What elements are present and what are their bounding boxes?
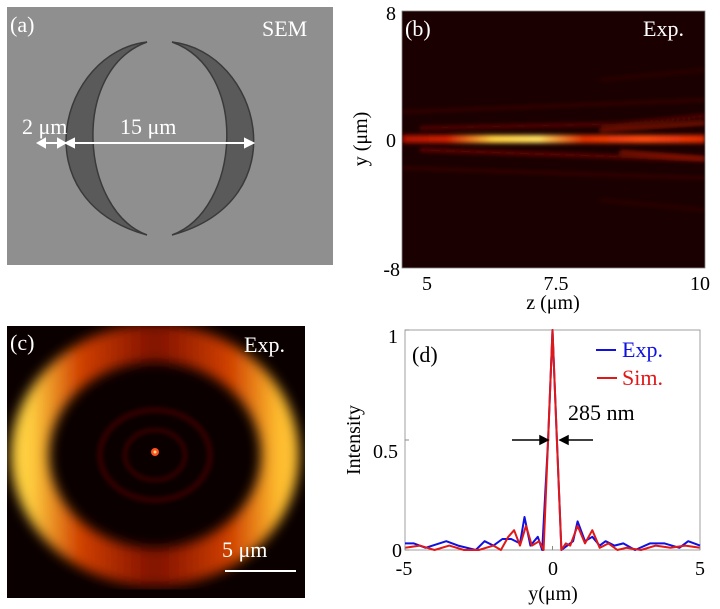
right-crescent (171, 41, 255, 236)
panel-a-label: (a) (10, 12, 34, 37)
legend-label-exp: Exp. (622, 337, 663, 362)
panel-d-label: (d) (412, 342, 438, 367)
x-tick-label: -5 (396, 558, 413, 580)
x-tick-label: 0 (548, 558, 558, 580)
fwhm-annotation: 285 nm (568, 400, 635, 425)
y-axis-label: y (μm) (350, 112, 372, 167)
panel-d-chart: (d) Exp. Sim. 285 nm 1 0.5 0 -5 0 5 y(μm… (343, 326, 705, 605)
y-tick-label: -8 (383, 259, 400, 281)
panel-b-heatmap: (b) Exp. 8 0 -8 5 7.5 10 z (μm) y (μm) (350, 3, 710, 314)
panel-a-sem-image: (a) SEM 2 μm 15 μm (7, 7, 333, 265)
y-tick-label: 8 (386, 3, 396, 25)
x-tick-label: 7.5 (544, 273, 569, 295)
dimension-arrows (35, 137, 256, 149)
x-axis-label: z (μm) (526, 292, 579, 314)
series-line-sim (404, 329, 701, 551)
panel-c-image: (c) Exp. 5 μm (7, 326, 305, 598)
x-tick-label: 10 (690, 273, 710, 295)
y-tick-label: 0 (386, 130, 396, 152)
y-axis-label: Intensity (343, 405, 365, 475)
x-tick-label: 5 (422, 273, 432, 295)
fwhm-arrows (512, 434, 593, 446)
plot-area (404, 329, 701, 551)
left-crescent (65, 41, 148, 236)
legend-label-sim: Sim. (622, 365, 663, 390)
x-axis-label: y(μm) (528, 583, 578, 605)
panel-a-tag: SEM (262, 16, 307, 41)
dim-small-label: 2 μm (22, 114, 67, 139)
scale-bar-label: 5 μm (222, 537, 267, 562)
y-tick-label: 0.5 (373, 441, 398, 463)
panel-b-tag: Exp. (643, 16, 684, 41)
panel-b-label: (b) (405, 16, 431, 41)
dim-large-label: 15 μm (120, 114, 176, 139)
y-tick-label: 1 (388, 326, 398, 348)
panel-c-tag: Exp. (244, 332, 285, 357)
x-tick-label: 5 (695, 558, 705, 580)
y-tick-label: 0 (392, 540, 402, 562)
panel-c-label: (c) (10, 330, 34, 355)
